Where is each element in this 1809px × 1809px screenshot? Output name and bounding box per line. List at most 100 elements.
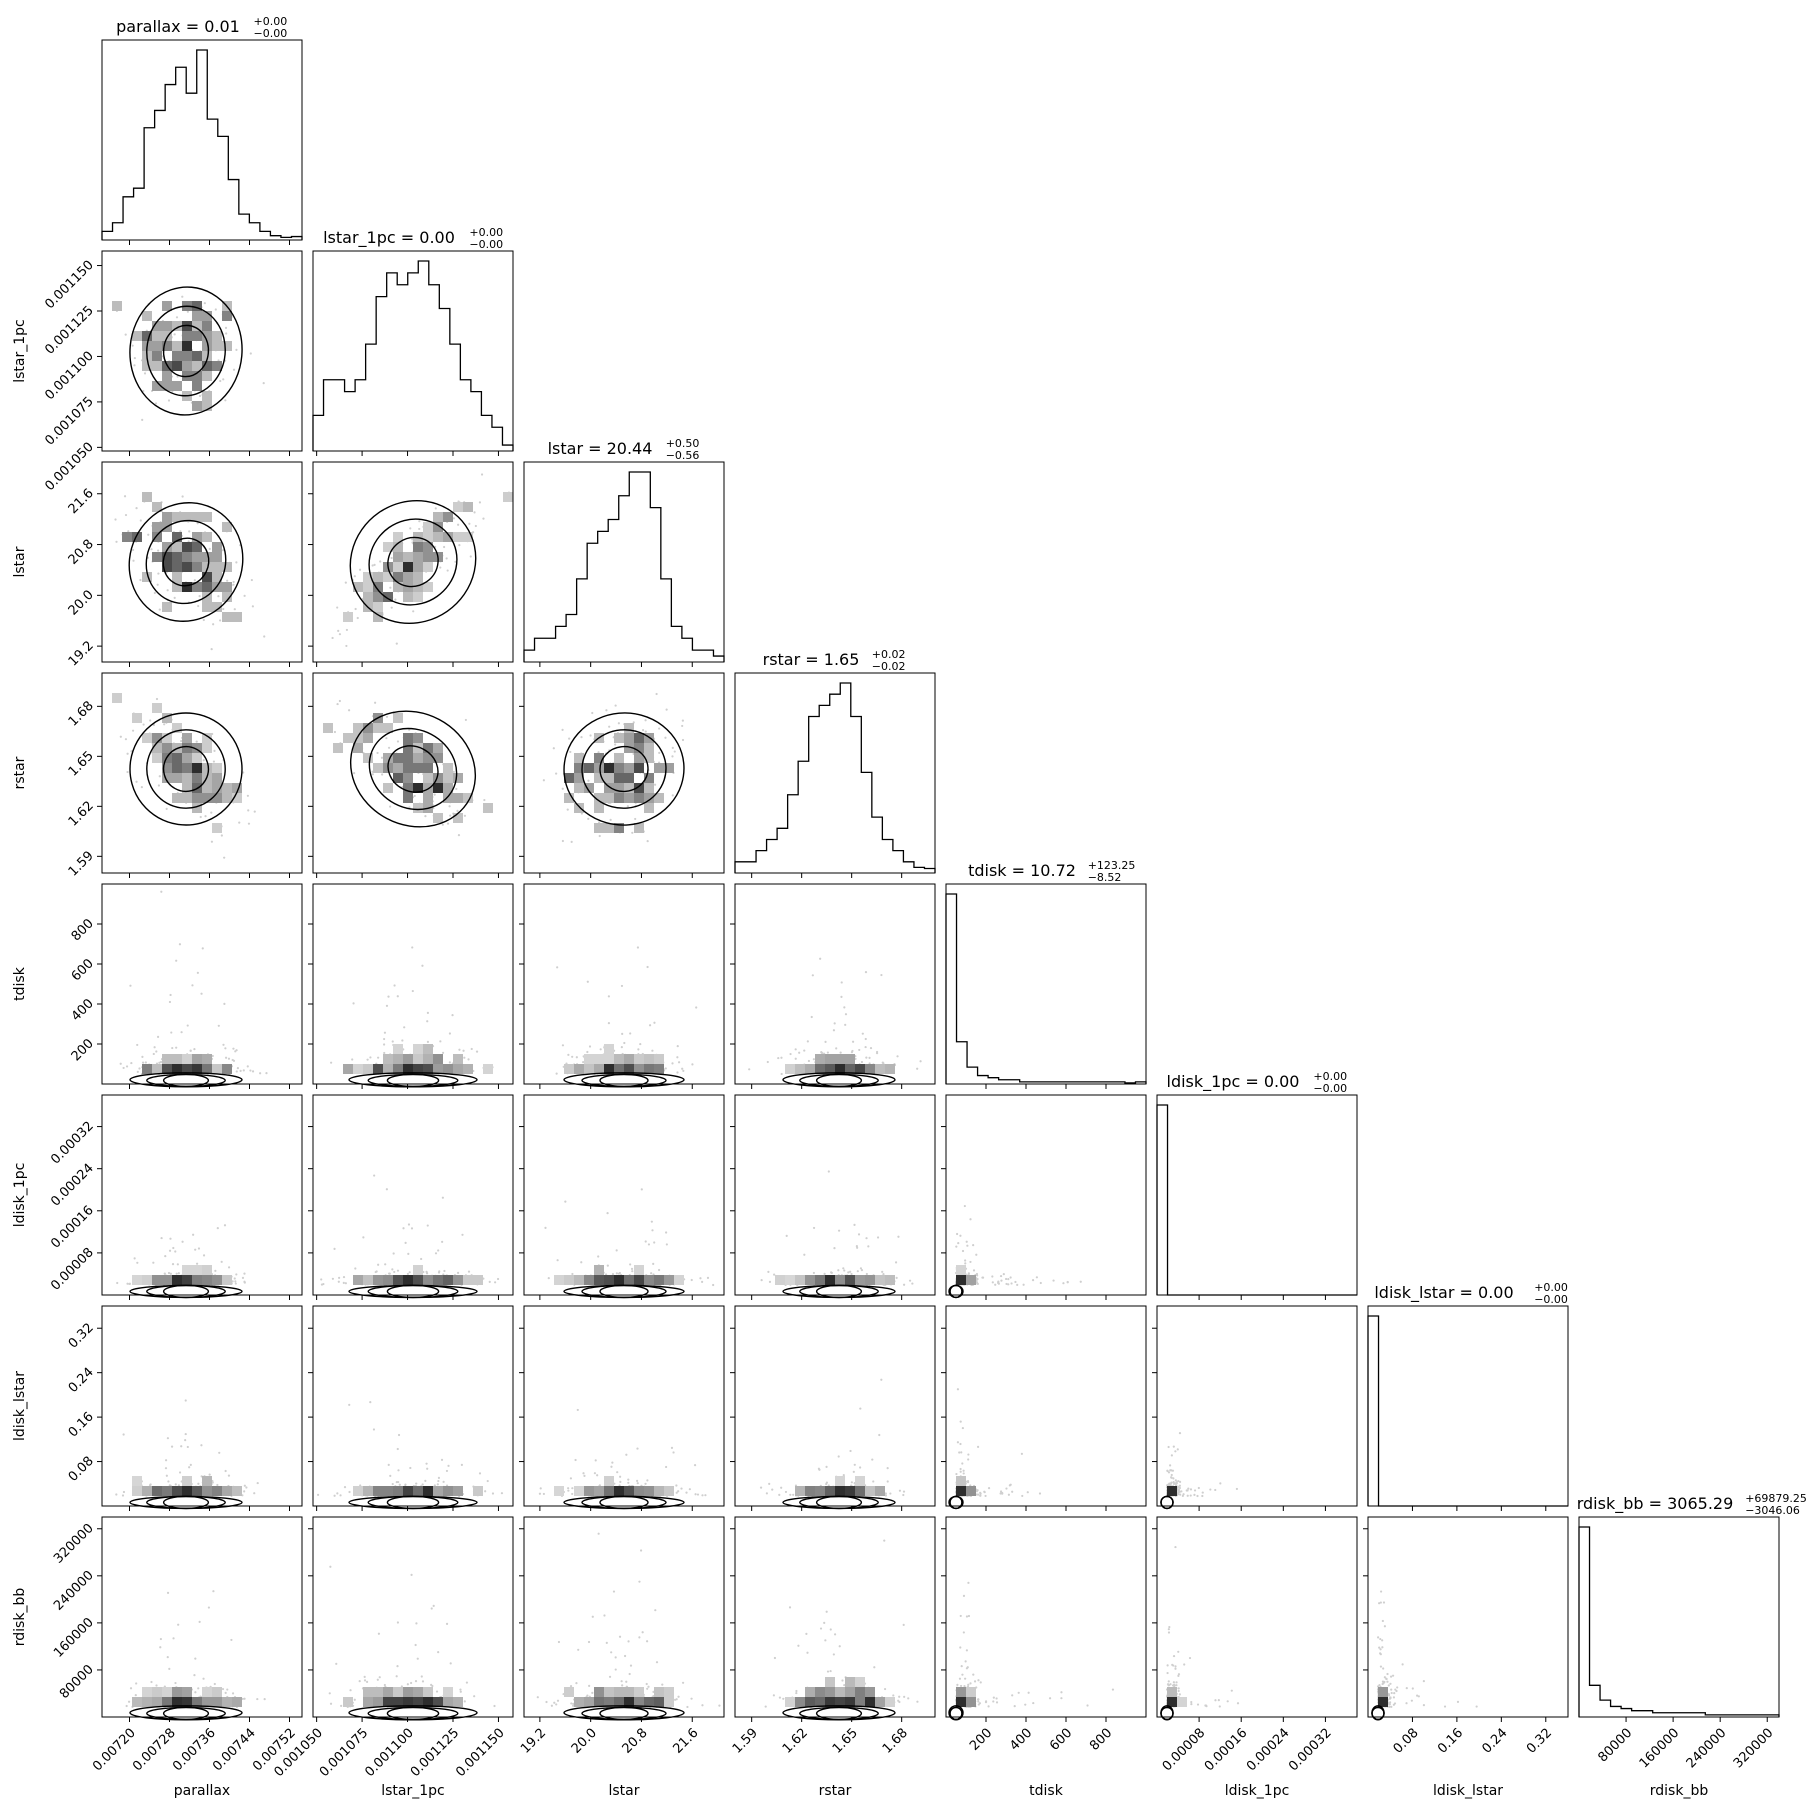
sample-point — [881, 1270, 884, 1273]
y-tick-label: 200 — [69, 1036, 97, 1064]
density-cell — [202, 572, 212, 582]
sample-point — [164, 1459, 168, 1462]
density-cell — [443, 773, 453, 783]
sample-point — [407, 1252, 410, 1255]
sample-point — [478, 501, 482, 504]
sample-point — [119, 735, 122, 738]
sample-point — [196, 971, 199, 974]
sample-point — [1039, 1281, 1042, 1285]
sample-point — [214, 308, 217, 311]
sample-point — [882, 1272, 885, 1276]
density-cell — [423, 522, 433, 532]
sample-point — [138, 1067, 141, 1070]
sample-point — [881, 1061, 884, 1064]
contour-line — [386, 1495, 440, 1510]
sample-point — [967, 1272, 970, 1275]
density-cell — [433, 1064, 443, 1074]
y-tick-label: 0.00032 — [48, 1119, 97, 1168]
sample-point — [223, 856, 226, 859]
sample-point — [837, 1269, 840, 1272]
sample-point — [872, 1480, 875, 1483]
sample-point — [426, 1040, 430, 1043]
sample-point — [330, 1061, 333, 1064]
density-cell — [202, 763, 212, 773]
sample-point — [235, 1070, 238, 1073]
sample-point — [1052, 1279, 1055, 1282]
density-cell — [202, 341, 212, 351]
sample-point — [445, 1469, 449, 1473]
sample-point — [461, 1233, 464, 1236]
density-cell — [192, 763, 202, 773]
sample-point — [824, 1040, 827, 1044]
density-cell — [353, 723, 363, 733]
sample-point — [426, 1020, 429, 1023]
sample-point — [188, 530, 191, 533]
density-cell — [192, 512, 202, 522]
sample-point — [243, 1490, 246, 1493]
sample-point — [561, 839, 564, 843]
density-cell — [403, 1275, 413, 1285]
sample-point — [184, 1432, 187, 1436]
density-cell — [644, 753, 654, 763]
contour-line — [581, 1495, 667, 1510]
sample-point — [626, 805, 629, 808]
sample-point — [586, 1050, 589, 1054]
sample-point — [464, 718, 467, 722]
sample-point — [614, 743, 617, 746]
sample-point — [671, 755, 674, 758]
sample-point — [868, 1056, 871, 1059]
panel-lstar-vs-lstar_1pc — [308, 461, 514, 667]
sample-point — [842, 1267, 845, 1270]
sample-point — [425, 1272, 429, 1275]
density-cell — [634, 733, 644, 743]
sample-point — [164, 1255, 167, 1258]
density-cell — [624, 763, 634, 773]
density-cell — [584, 763, 594, 773]
density-cell — [192, 773, 202, 783]
sample-point — [598, 834, 601, 838]
sample-point — [225, 332, 228, 335]
density-cell — [654, 763, 664, 773]
sample-point — [160, 1236, 163, 1240]
panel-ldisk_lstar-vs-rstar — [730, 1305, 936, 1511]
density-cell — [373, 592, 383, 602]
axes-frame — [945, 1094, 1147, 1296]
density-cell — [644, 1054, 654, 1064]
density-cell — [624, 723, 634, 733]
sample-point — [671, 1062, 674, 1065]
density-cell — [433, 522, 443, 532]
sample-point — [155, 697, 159, 701]
sample-point — [175, 1046, 178, 1049]
density-cell — [624, 1275, 634, 1285]
density-cell — [393, 1275, 403, 1285]
sample-point — [837, 1455, 840, 1458]
density-cell — [182, 1064, 192, 1074]
sample-point — [860, 1268, 864, 1272]
contour-line — [368, 518, 458, 606]
sample-point — [170, 1445, 174, 1448]
density-cell — [825, 1275, 835, 1285]
sample-point — [876, 1236, 880, 1239]
density-cell — [875, 1064, 885, 1074]
density-cell — [142, 311, 152, 321]
contour-line — [146, 1073, 226, 1088]
sample-point — [338, 1276, 341, 1279]
sample-point — [675, 1484, 678, 1487]
sample-point — [1062, 1282, 1065, 1285]
sample-point — [136, 1043, 139, 1047]
contour-line — [799, 1284, 879, 1299]
density-cell — [393, 713, 403, 723]
sample-point — [159, 1060, 163, 1064]
density-cell — [152, 1275, 162, 1285]
sample-point — [409, 527, 412, 530]
title-lstar: lstar = 20.44 — [548, 439, 653, 458]
sample-point — [126, 752, 129, 755]
sample-point — [208, 1473, 211, 1476]
sample-point — [469, 555, 472, 558]
density-cell — [423, 1044, 433, 1054]
sample-point — [619, 1475, 622, 1478]
density-cell — [162, 743, 172, 753]
sample-point — [865, 1237, 868, 1240]
sample-point — [902, 1283, 906, 1286]
